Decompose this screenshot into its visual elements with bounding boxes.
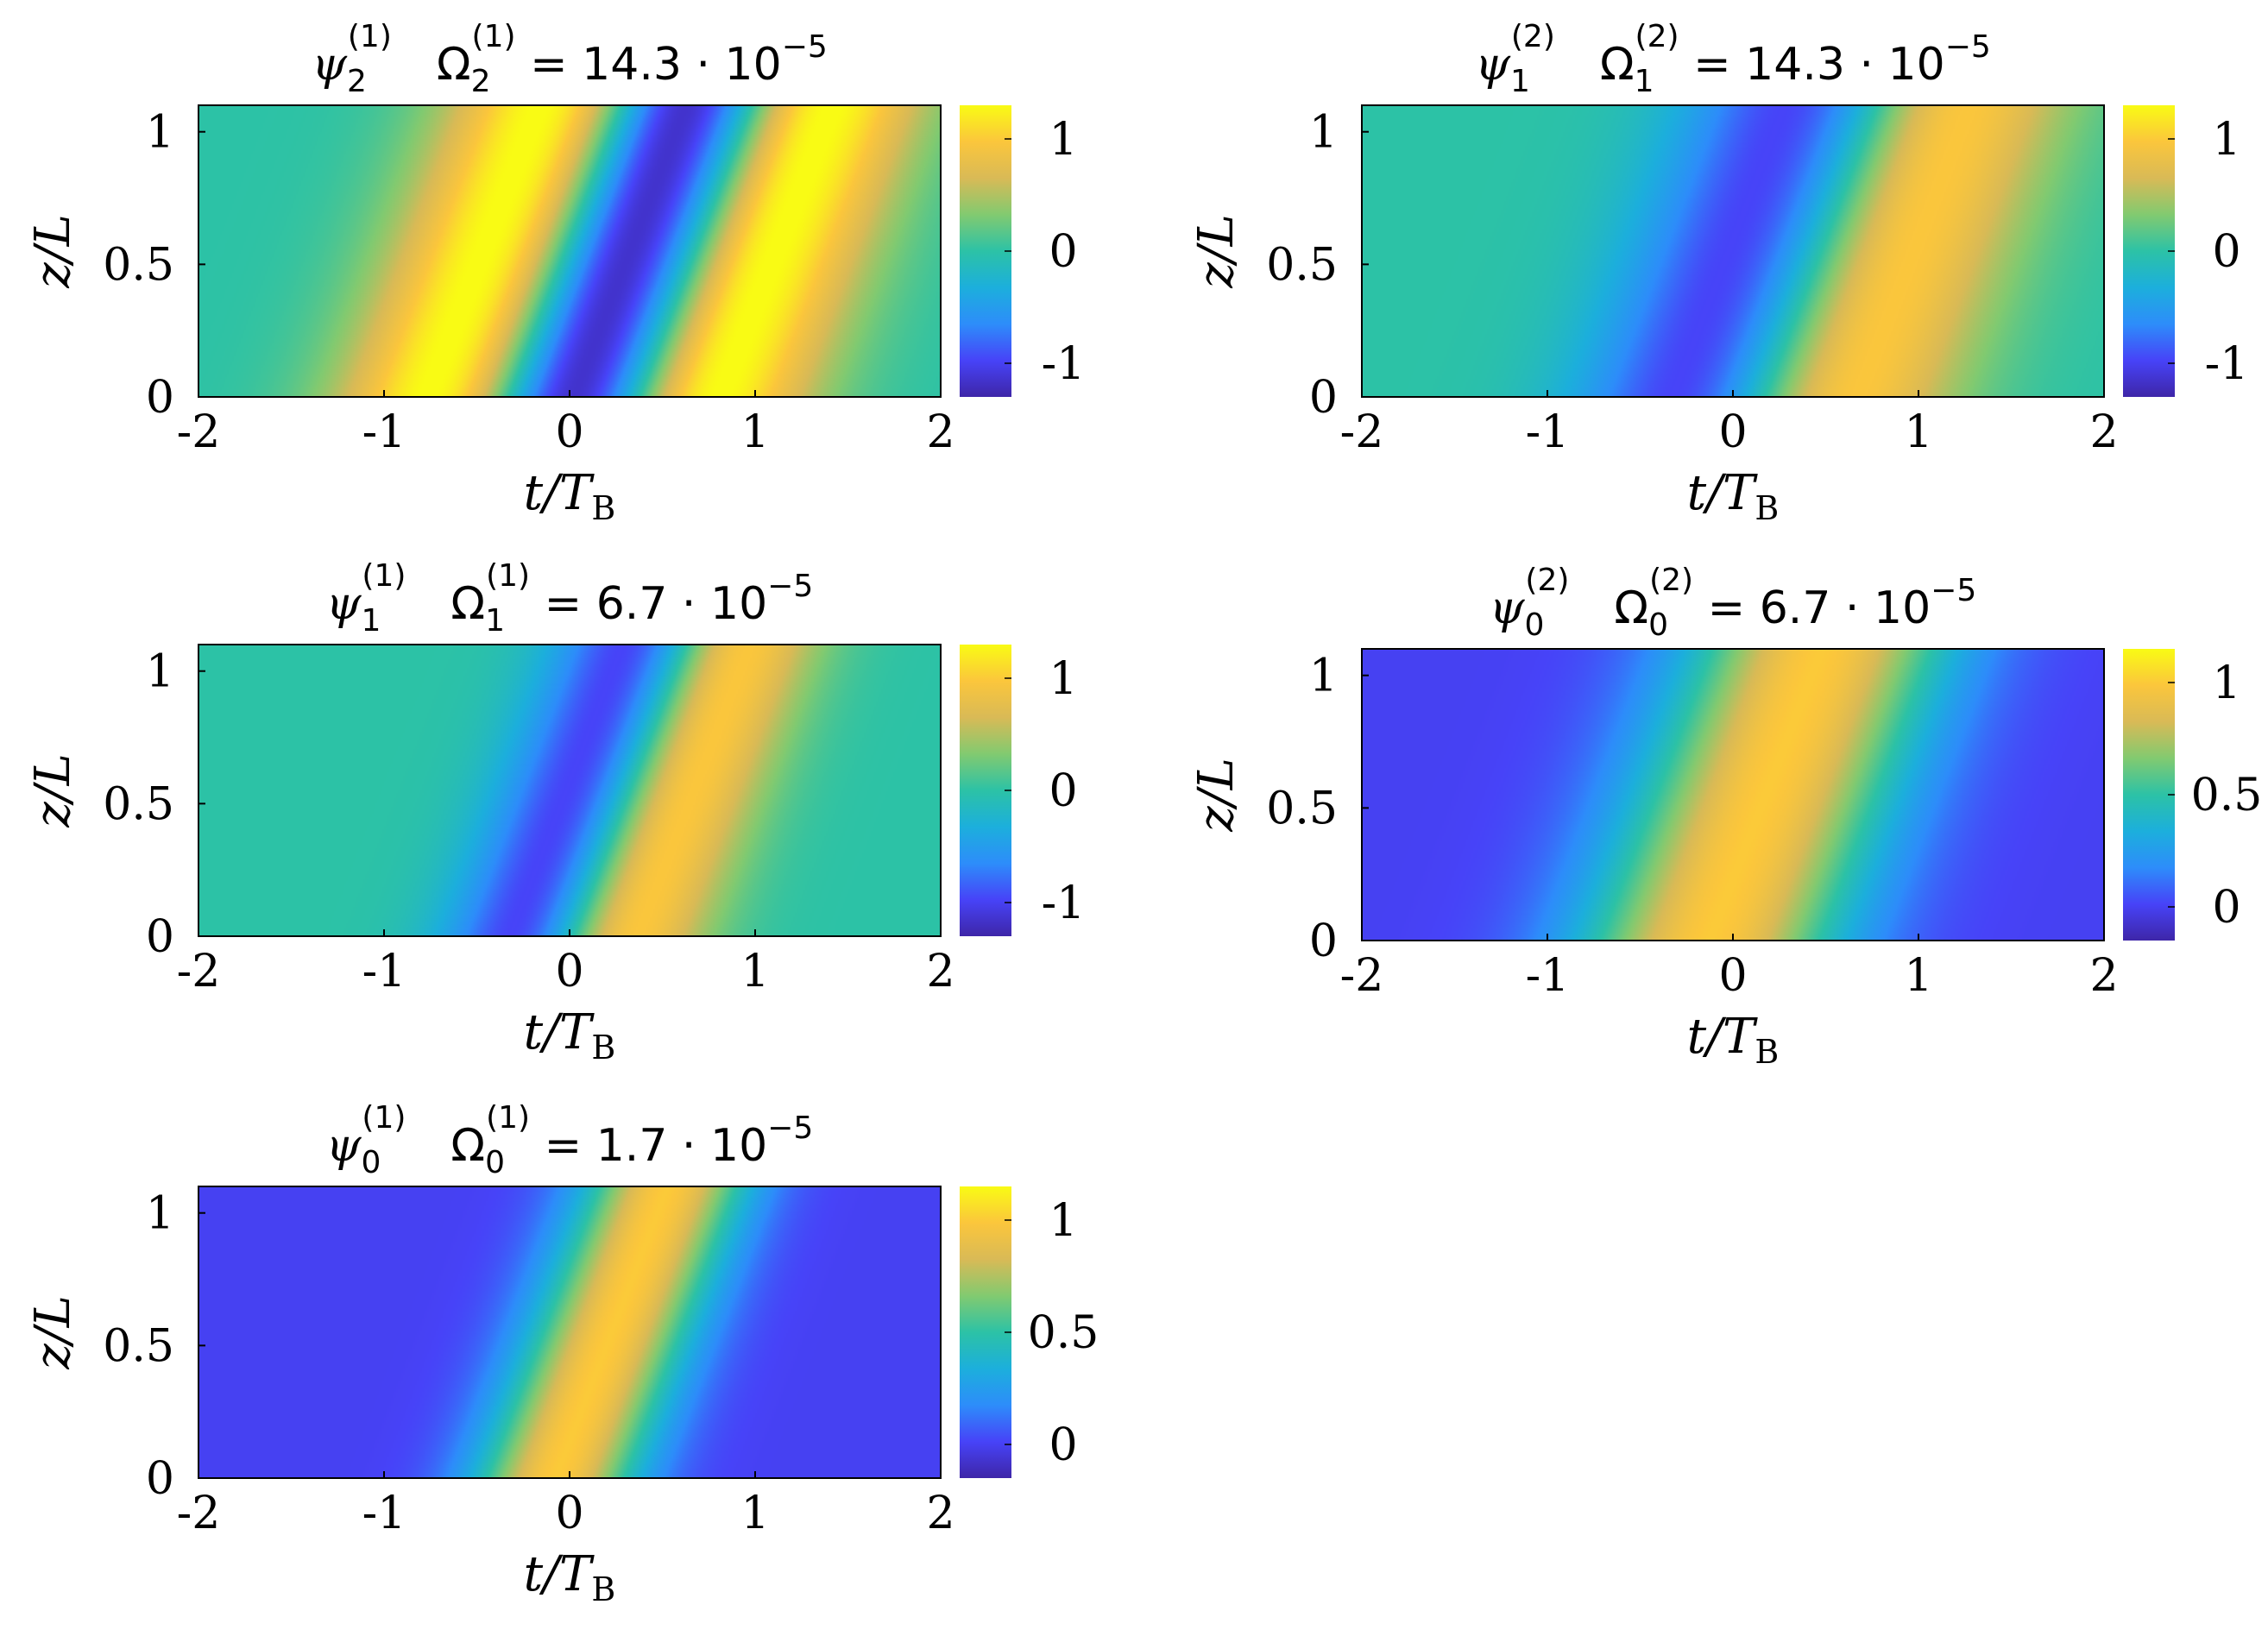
heatmap-field [198,105,941,397]
colorbar-tick-label: 1 [2212,658,2240,709]
y-tick-label: 0.5 [1266,239,1338,291]
x-tick-label: 0 [555,406,583,458]
x-tick-label: 2 [926,1488,954,1539]
y-axis-label: z/L [1188,758,1244,833]
y-tick-label: 0.5 [103,1320,174,1372]
subplot-title: ψ1(2) Ω1(2) = 14.3 · 10−5 [1475,19,1991,99]
colorbar [960,105,1011,397]
colorbar-tick-label: 0 [2212,226,2240,278]
y-tick-label: 1 [146,646,174,698]
y-tick-label: 1 [1309,107,1338,159]
subplot-title: ψ0(1) Ω0(1) = 1.7 · 10−5 [326,1100,814,1180]
heatmap-field [1362,105,2104,397]
x-axis-label: t/TB [524,465,616,527]
colorbar-tick-label: 1 [2212,114,2240,166]
colorbar-tick-label: 0 [1049,765,1077,817]
x-tick-label: -1 [1526,950,1570,1002]
x-tick-label: 1 [1904,950,1932,1002]
x-axis-label: t/TB [1687,1009,1780,1071]
y-axis-label: z/L [1188,214,1244,289]
y-tick-label: 0.5 [103,239,174,291]
y-axis-label: z/L [25,1295,81,1370]
y-tick-label: 1 [146,1188,174,1240]
y-tick-label: 0.5 [1266,783,1338,834]
x-tick-label: -2 [177,1488,221,1539]
x-tick-label: -2 [1340,950,1384,1002]
x-tick-label: 2 [2089,950,2118,1002]
colorbar-tick-label: 0 [1049,1419,1077,1471]
colorbar-tick-label: 0.5 [2191,770,2263,821]
colorbar-tick-label: 1 [1049,114,1077,166]
y-tick-label: 1 [146,107,174,159]
x-tick-label: -2 [177,946,221,997]
colorbar-tick-label: 1 [1049,1195,1077,1247]
subplot-3: -2 -1 0 1 2 0 0.5 1 t/TB z/L ψ1(1) Ω1(1) = 6.7 · 1… [25,558,1085,1067]
colorbar-tick-label: 1 [1049,653,1077,705]
y-axis-label: z/L [25,753,81,828]
colorbar [960,1186,1011,1478]
y-tick-label: 0.5 [103,778,174,830]
y-tick-label: 0 [146,1453,174,1505]
x-tick-label: 0 [1718,950,1747,1002]
y-tick-label: 0 [1309,916,1338,967]
x-tick-label: 2 [926,406,954,458]
x-tick-label: 1 [740,1488,769,1539]
colorbar-tick-label: 0 [2212,882,2240,934]
colorbar-tick-label: 0.5 [1028,1307,1099,1359]
colorbar [2123,105,2175,397]
x-tick-label: -2 [1340,406,1384,458]
x-tick-label: -2 [177,406,221,458]
x-tick-label: -1 [362,406,406,458]
x-tick-label: 2 [2089,406,2118,458]
x-tick-label: -1 [1526,406,1570,458]
subplot-title: ψ1(1) Ω1(1) = 6.7 · 10−5 [326,558,814,639]
heatmap-field [198,1186,941,1478]
subplot-5: -2 -1 0 1 2 0 0.5 1 t/TB z/L ψ0(1) Ω0(1) = 1.7 · 1… [25,1100,1099,1608]
y-axis-label: z/L [25,214,81,289]
colorbar-tick-label: -1 [1042,878,1086,929]
y-tick-label: 0 [146,372,174,424]
x-tick-label: 0 [555,946,583,997]
x-tick-label: 1 [1904,406,1932,458]
heatmap-field [1362,649,2104,941]
x-tick-label: 0 [555,1488,583,1539]
y-tick-label: 0 [146,911,174,963]
colorbar [960,645,1011,936]
colorbar-tick-label: 0 [1049,226,1077,278]
x-tick-label: -1 [362,946,406,997]
x-tick-label: 1 [740,406,769,458]
x-axis-label: t/TB [1687,465,1780,527]
colorbar [2123,649,2175,941]
colorbar-tick-label: -1 [1042,338,1086,390]
subplot-2: -2 -1 0 1 2 0 0.5 1 t/TB z/L ψ1(2) Ω1(2) = 14.3 · … [1188,19,2248,527]
colorbar-tick-label: -1 [2205,338,2249,390]
x-tick-label: 1 [740,946,769,997]
x-axis-label: t/TB [524,1546,616,1608]
subplot-1: -2 -1 0 1 2 0 0.5 1 t/TB z/L ψ2(1) Ω2(1) = 14.3 · … [25,19,1085,527]
y-tick-label: 1 [1309,651,1338,702]
x-tick-label: 0 [1718,406,1747,458]
subplot-title: ψ0(2) Ω0(2) = 6.7 · 10−5 [1490,563,1977,643]
x-tick-label: -1 [362,1488,406,1539]
x-axis-label: t/TB [524,1004,616,1067]
x-tick-label: 2 [926,946,954,997]
subplot-title: ψ2(1) Ω2(1) = 14.3 · 10−5 [312,19,828,99]
heatmap-field [198,645,941,936]
y-tick-label: 0 [1309,372,1338,424]
subplot-4: -2 -1 0 1 2 0 0.5 1 t/TB z/L ψ0(2) Ω0(2) = 6.7 · 1… [1188,563,2262,1071]
